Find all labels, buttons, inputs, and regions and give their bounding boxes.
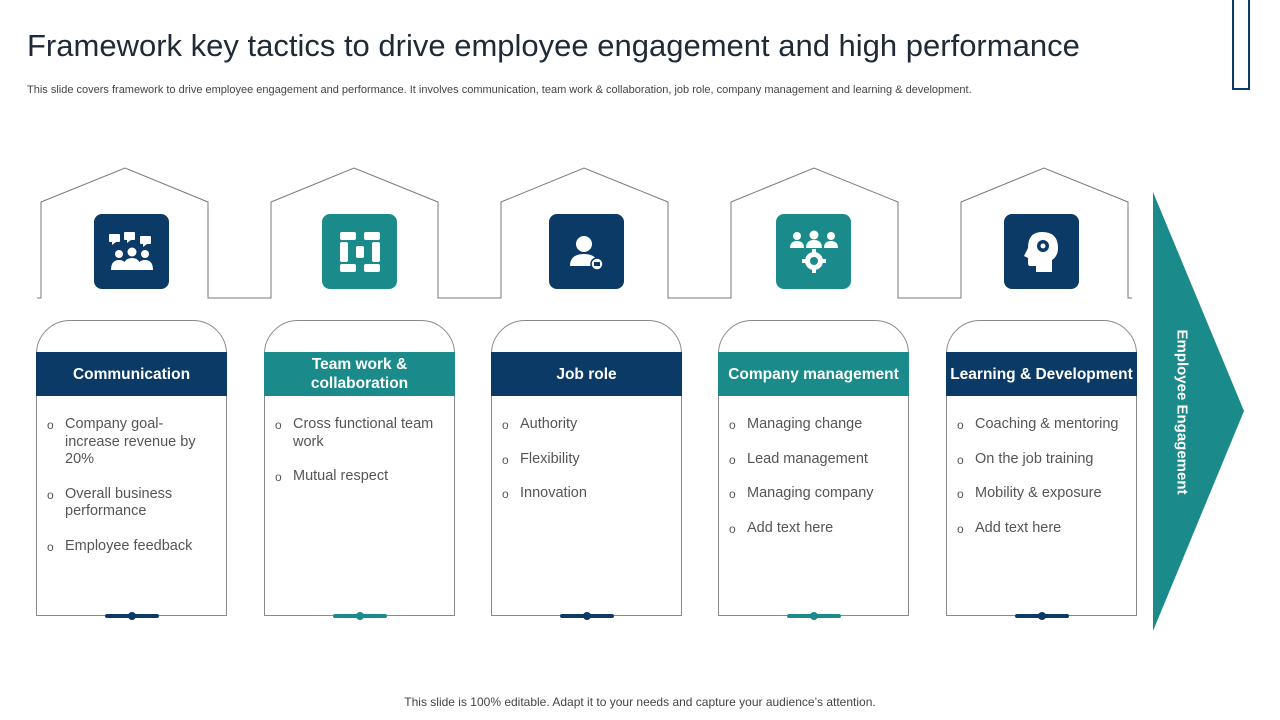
card-job-role: Job role Authority Flexibility Innovatio… <box>491 320 682 620</box>
list-item: Add text here <box>957 520 1127 538</box>
card-bullets: Authority Flexibility Innovation <box>502 416 672 520</box>
list-item: Cross functional team work <box>275 416 445 451</box>
card-bottom-marker <box>333 612 387 620</box>
card-bullets: Cross functional team work Mutual respec… <box>275 416 445 503</box>
card-title: Communication <box>36 352 227 396</box>
card-learning-development: Learning & Development Coaching & mentor… <box>946 320 1137 620</box>
puzzle-hands-icon <box>322 214 397 289</box>
card-title: Team work & collaboration <box>264 352 455 396</box>
card-bottom-marker <box>105 612 159 620</box>
list-item: Lead management <box>729 451 899 469</box>
card-bottom-marker <box>1015 612 1069 620</box>
card-bottom-marker <box>787 612 841 620</box>
employee-engagement-label: Employee Engagement <box>1173 329 1191 495</box>
card-bottom-marker <box>560 612 614 620</box>
list-item: Flexibility <box>502 451 672 469</box>
card-communication: Communication Company goal- increase rev… <box>36 320 227 620</box>
list-item: Innovation <box>502 485 672 503</box>
list-item: Overall business performance <box>47 486 217 521</box>
list-item: Mutual respect <box>275 468 445 486</box>
card-title: Company management <box>718 352 909 396</box>
person-badge-icon <box>549 214 624 289</box>
head-gear-icon <box>1004 214 1079 289</box>
card-teamwork: Team work & collaboration Cross function… <box>264 320 455 620</box>
page-subtitle: This slide covers framework to drive emp… <box>27 84 972 96</box>
list-item: Managing change <box>729 416 899 434</box>
corner-decoration <box>1232 0 1250 90</box>
card-title: Job role <box>491 352 682 396</box>
list-item: Coaching & mentoring <box>957 416 1127 434</box>
list-item: Managing company <box>729 485 899 503</box>
list-item: Authority <box>502 416 672 434</box>
list-item: Employee feedback <box>47 538 217 556</box>
card-bullets: Coaching & mentoring On the job training… <box>957 416 1127 554</box>
employee-engagement-arrow <box>1153 192 1244 631</box>
footer-note: This slide is 100% editable. Adapt it to… <box>404 695 876 709</box>
card-bullets: Managing change Lead management Managing… <box>729 416 899 554</box>
card-bullets: Company goal- increase revenue by 20% Ov… <box>47 416 217 572</box>
group-chat-icon <box>94 214 169 289</box>
list-item: Mobility & exposure <box>957 485 1127 503</box>
list-item: On the job training <box>957 451 1127 469</box>
card-title: Learning & Development <box>946 352 1137 396</box>
page-title: Framework key tactics to drive employee … <box>27 28 1080 63</box>
card-company-management: Company management Managing change Lead … <box>718 320 909 620</box>
team-gear-icon <box>776 214 851 289</box>
list-item: Add text here <box>729 520 899 538</box>
list-item: Company goal- increase revenue by 20% <box>47 416 217 469</box>
